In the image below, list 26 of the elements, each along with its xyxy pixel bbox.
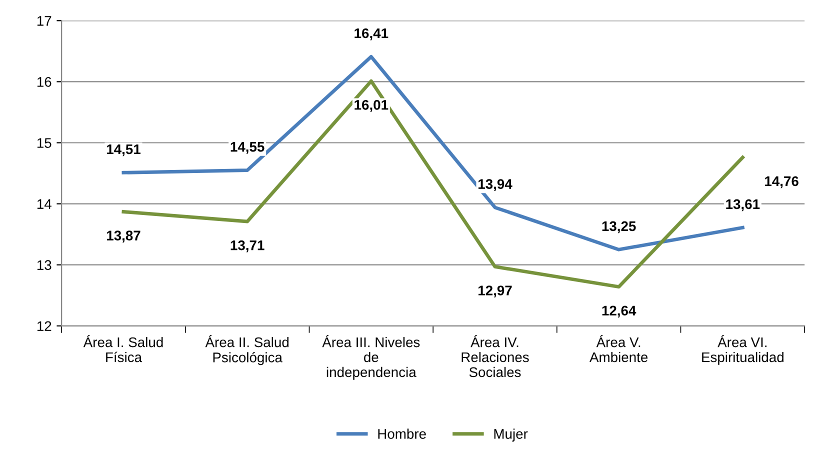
data-label: 14,51 [106, 144, 140, 156]
data-label: 13,25 [602, 221, 636, 234]
y-tick-label: 12 [37, 321, 52, 331]
data-label: 13,61 [726, 199, 760, 212]
data-label: 14,76 [765, 176, 798, 188]
y-tick-label: 13 [37, 260, 52, 270]
legend-label: Hombre [378, 428, 426, 439]
data-label: 12,97 [478, 286, 512, 298]
x-tick-label: Área VI. Espiritualidad [702, 335, 784, 365]
data-label: 13,94 [478, 179, 512, 191]
data-label: 12,64 [602, 306, 636, 318]
x-tick-label: Área I. Salud Física [83, 335, 163, 362]
data-label: 16,01 [354, 100, 388, 112]
data-label: 13,71 [230, 240, 264, 252]
data-label: 14,55 [230, 142, 264, 154]
x-tick-label: Área IV. Relaciones Sociales [462, 335, 529, 378]
data-label: 16,41 [354, 28, 388, 40]
x-tick-label: Área V. Ambiente [590, 335, 648, 362]
data-label: 13,87 [106, 230, 140, 242]
y-tick-label: 16 [37, 77, 52, 87]
y-tick-label: 15 [37, 138, 52, 148]
y-tick-label: 17 [37, 16, 52, 26]
x-tick-label: Área II. Salud Psicológica [205, 335, 289, 366]
y-tick-label: 14 [37, 199, 52, 209]
legend-label: Mujer [494, 428, 528, 442]
x-tick-label: Área III. Niveles de independencia [322, 335, 420, 380]
